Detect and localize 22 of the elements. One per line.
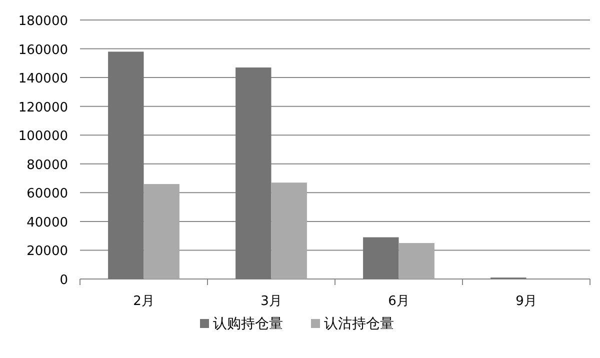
- legend-label: 认购持仓量: [213, 316, 283, 332]
- y-tick-label: 0: [60, 273, 68, 288]
- y-tick-label: 140000: [18, 72, 68, 87]
- y-tick-label: 160000: [18, 42, 68, 58]
- bar: [236, 67, 272, 279]
- x-tick-label: 9月: [516, 294, 537, 309]
- bar: [144, 184, 180, 279]
- legend-label: 认沽持仓量: [324, 316, 394, 332]
- y-tick-label: 40000: [26, 215, 68, 230]
- bar: [108, 52, 144, 279]
- bar: [363, 237, 399, 279]
- x-tick-label: 2月: [133, 294, 154, 309]
- y-tick-label: 80000: [26, 158, 68, 173]
- x-tick-label: 3月: [260, 294, 282, 309]
- y-tick-label: 20000: [26, 244, 68, 260]
- bar: [271, 182, 307, 279]
- y-tick-label: 100000: [18, 129, 68, 144]
- y-tick-label: 180000: [18, 14, 68, 29]
- x-tick-label: 6月: [388, 294, 410, 309]
- y-tick-label: 60000: [26, 186, 68, 202]
- y-tick-label: 120000: [18, 100, 68, 116]
- bar: [398, 243, 434, 279]
